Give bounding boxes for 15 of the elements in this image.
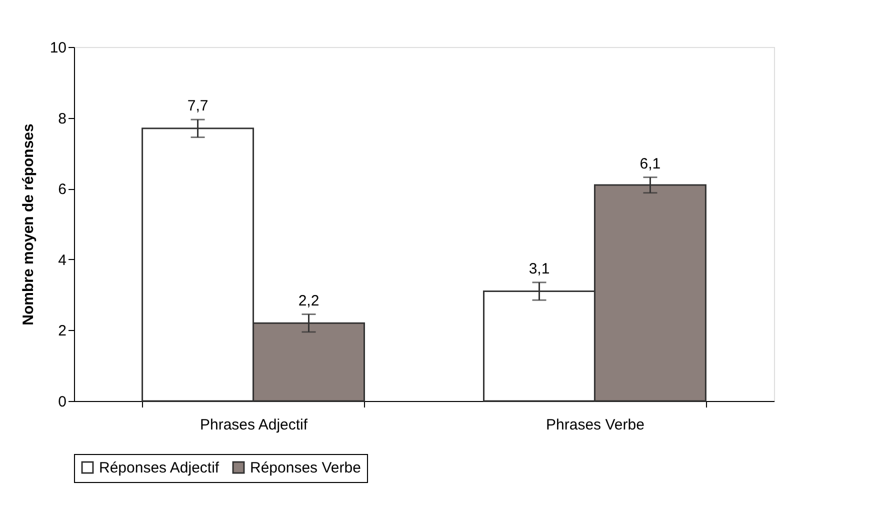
y-tick-label: 0: [58, 394, 66, 410]
x-tick-label: Phrases Verbe: [546, 416, 644, 434]
legend-label: Réponses Adjectif: [99, 460, 220, 477]
x-tick-label: Phrases Adjectif: [200, 416, 308, 434]
y-tick-label: 4: [58, 252, 66, 269]
y-tick-label: 6: [58, 181, 66, 198]
y-tick-label: 10: [50, 40, 66, 56]
y-tick-label: 2: [58, 322, 66, 340]
y-axis-title: Nombre moyen de réponses: [20, 124, 37, 326]
data-label: 3,1: [528, 260, 550, 278]
legend-label: Réponses Verbe: [250, 460, 361, 477]
data-label: 6,1: [640, 155, 661, 172]
y-tick-label: 8: [58, 110, 66, 128]
data-label: 2,2: [298, 292, 320, 310]
data-label: 7,7: [187, 98, 208, 115]
